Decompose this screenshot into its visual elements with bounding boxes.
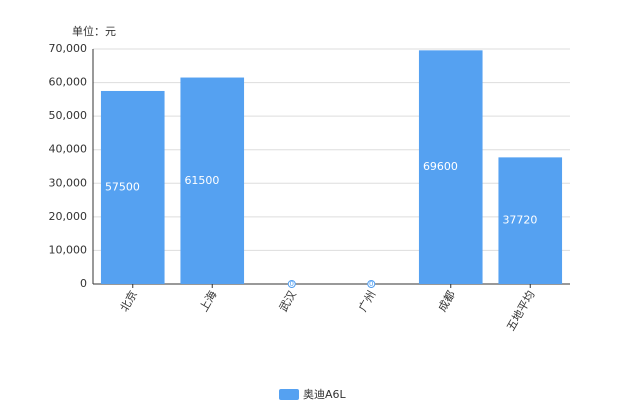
zero-marker — [287, 280, 296, 288]
data-label: 0 — [369, 280, 373, 288]
data-label: 61500 — [184, 174, 219, 187]
bar — [418, 50, 483, 284]
y-tick-label: 20,000 — [49, 210, 88, 223]
data-label: 69600 — [423, 160, 458, 173]
bar — [100, 90, 165, 284]
data-label: 57500 — [105, 180, 140, 193]
x-tick-label: 广州 — [356, 289, 378, 315]
x-tick-label: 武汉 — [277, 289, 299, 315]
x-tick-label: 上海 — [196, 288, 219, 314]
x-tick-label: 成都 — [436, 289, 458, 315]
y-tick-label: 50,000 — [49, 109, 88, 122]
x-tick-label: 北京 — [117, 288, 140, 314]
x-tick-label: 五地平均 — [504, 289, 537, 334]
bar — [180, 77, 245, 285]
y-tick-label: 30,000 — [49, 176, 88, 189]
data-label: 37720 — [502, 214, 537, 227]
y-tick-label: 70,000 — [49, 42, 88, 55]
y-tick-label: 60,000 — [49, 76, 88, 89]
legend-label: 奥迪A6L — [303, 387, 347, 401]
y-axis-unit: 单位：元 — [72, 24, 116, 38]
y-tick-label: 0 — [80, 277, 87, 290]
data-label: 0 — [290, 280, 294, 288]
zero-marker — [367, 280, 376, 288]
y-tick-label: 40,000 — [49, 143, 88, 156]
legend-swatch — [279, 389, 299, 400]
bar — [498, 157, 563, 284]
y-tick-label: 10,000 — [49, 243, 88, 256]
